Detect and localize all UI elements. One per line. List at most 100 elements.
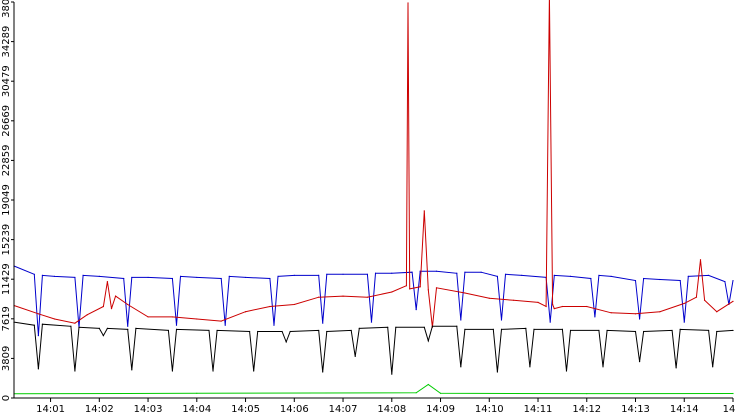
x-tick-label: 14:13 [621, 404, 650, 415]
data-point [147, 276, 149, 279]
data-point [423, 326, 425, 328]
y-tick-label: 11429 [1, 263, 12, 295]
data-point [590, 277, 592, 280]
x-tick-label: 14:08 [377, 404, 406, 415]
y-tick-label: 0 [1, 395, 12, 401]
data-point [634, 330, 637, 333]
data-point [78, 326, 80, 328]
data-point [634, 279, 637, 282]
data-point [411, 271, 413, 273]
data-point [521, 274, 523, 276]
data-point [326, 330, 328, 333]
y-axis-ticks: 0 3809 7619 11429 15239 19049 22859 26669 30479 3… [1, 0, 14, 401]
data-point [395, 326, 397, 328]
data-point [171, 316, 174, 318]
data-point [716, 330, 718, 333]
series-3 [13, 321, 734, 375]
data-point [513, 299, 515, 301]
data-point [638, 318, 641, 320]
data-point [391, 373, 393, 375]
x-tick-label: 14:07 [329, 404, 358, 415]
data-point [643, 330, 645, 333]
data-point [533, 328, 535, 330]
data-point [415, 392, 417, 394]
data-point [553, 274, 555, 276]
data-point [196, 276, 198, 279]
data-point [366, 273, 369, 275]
y-tick-label: 3809 [1, 346, 12, 371]
data-point [102, 335, 104, 337]
data-point [179, 275, 182, 277]
data-point [196, 318, 198, 320]
data-point [545, 305, 547, 308]
data-point [277, 275, 279, 277]
data-point [293, 303, 295, 306]
x-tick-label: 14:09 [426, 404, 455, 415]
data-point [712, 366, 714, 368]
data-point [464, 292, 466, 294]
data-point [228, 275, 230, 277]
y-tick-label: 19049 [1, 184, 12, 216]
data-point [82, 274, 84, 276]
data-point [427, 340, 429, 342]
series-line [13, 0, 734, 328]
data-point [106, 327, 109, 329]
data-point [456, 272, 458, 274]
y-tick-label: 34289 [1, 26, 12, 58]
data-point [732, 392, 734, 395]
series-line [13, 265, 734, 336]
data-point [220, 320, 222, 322]
data-point [659, 311, 661, 313]
y-tick-label: 22859 [1, 144, 12, 176]
data-point [598, 329, 600, 332]
data-point [407, 2, 409, 4]
data-point [610, 312, 612, 314]
data-point [175, 328, 178, 330]
series-2 [13, 0, 734, 328]
data-point [643, 277, 645, 280]
data-point [683, 302, 685, 305]
x-tick-label: 14:14 [670, 404, 699, 415]
data-point [598, 274, 600, 276]
data-point [127, 325, 129, 327]
data-point [322, 322, 324, 324]
data-point [638, 361, 641, 363]
data-point [480, 271, 482, 273]
data-point [610, 275, 612, 277]
data-point [456, 325, 458, 327]
data-point [529, 366, 531, 368]
data-point [114, 295, 117, 297]
data-point [724, 280, 726, 283]
data-point [37, 313, 39, 315]
data-point [586, 305, 588, 308]
data-point [427, 383, 429, 386]
data-point [537, 301, 539, 303]
data-point [208, 329, 210, 332]
data-point [366, 296, 369, 298]
data-point [342, 295, 344, 297]
data-point [196, 392, 198, 394]
data-point [405, 285, 408, 287]
data-point [594, 316, 596, 318]
data-point [431, 325, 434, 327]
data-point [123, 277, 125, 280]
data-point [127, 303, 129, 306]
data-point [675, 367, 677, 369]
data-point [703, 299, 706, 301]
data-point [553, 308, 555, 310]
data-point [500, 328, 503, 330]
y-tick-label: 15239 [1, 224, 12, 256]
data-point [419, 270, 421, 272]
data-point [391, 272, 393, 274]
data-point [171, 277, 174, 280]
data-point [41, 274, 44, 276]
data-point [322, 371, 324, 373]
data-point [732, 279, 734, 282]
data-point [54, 318, 56, 320]
data-point [488, 297, 490, 299]
data-point [439, 392, 442, 394]
data-point [318, 329, 320, 332]
y-tick-label: 38099 [1, 0, 12, 18]
data-point [220, 277, 222, 280]
